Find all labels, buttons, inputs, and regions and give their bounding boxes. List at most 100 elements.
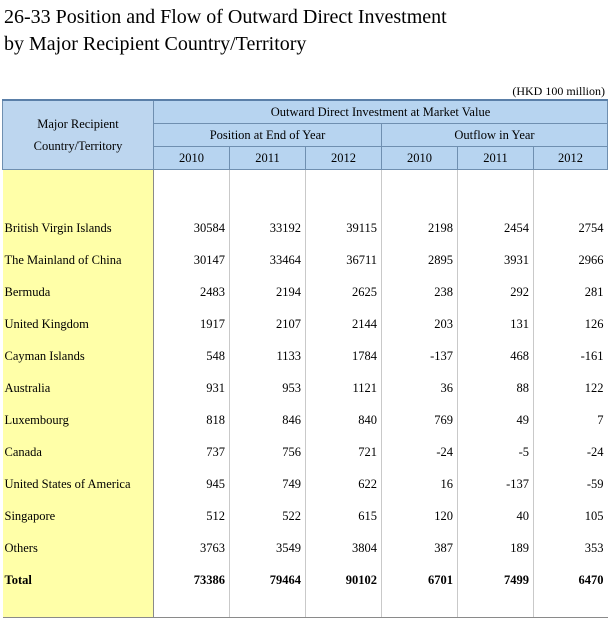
position-2010: 548 [153,340,230,372]
spacer-row [2,169,608,212]
table-row: United Kingdom 1917 2107 2144 203 131 12… [2,308,608,340]
outflow-2010: 387 [381,532,458,564]
year-header: 2010 [381,146,458,170]
outflow-2011: 189 [457,532,534,564]
position-2010: 30584 [153,212,230,244]
total-label: Total [2,564,154,596]
outflow-2010: 2895 [381,244,458,276]
outflow-2010: 36 [381,372,458,404]
outflow-2012: 353 [533,532,608,564]
outflow-2012: -24 [533,436,608,468]
position-2012: 721 [305,436,382,468]
country-name: Canada [2,436,154,468]
unit-note: (HKD 100 million) [512,84,605,98]
country-name: British Virgin Islands [2,212,154,244]
position-header: Position at End of Year [153,123,382,147]
table-row: British Virgin Islands 30584 33192 39115… [2,212,608,244]
total-position-2012: 90102 [305,564,382,596]
outflow-2011: -137 [457,468,534,500]
country-name: Others [2,532,154,564]
country-name: Singapore [2,500,154,532]
position-2012: 39115 [305,212,382,244]
outflow-2010: 2198 [381,212,458,244]
table-row: Canada 737 756 721 -24 -5 -24 [2,436,608,468]
table-row: Bermuda 2483 2194 2625 238 292 281 [2,276,608,308]
year-header: 2010 [153,146,230,170]
table-row: Cayman Islands 548 1133 1784 -137 468 -1… [2,340,608,372]
table-row: Luxembourg 818 846 840 769 49 7 [2,404,608,436]
country-name: Bermuda [2,276,154,308]
position-2011: 2107 [229,308,306,340]
outflow-2010: 203 [381,308,458,340]
total-outflow-2011: 7499 [457,564,534,596]
outflow-2012: 2966 [533,244,608,276]
outflow-2012: -59 [533,468,608,500]
position-2011: 522 [229,500,306,532]
country-name: United States of America [2,468,154,500]
outflow-2010: -137 [381,340,458,372]
position-2012: 2144 [305,308,382,340]
total-outflow-2012: 6470 [533,564,608,596]
position-2010: 818 [153,404,230,436]
table-row: Singapore 512 522 615 120 40 105 [2,500,608,532]
year-header: 2012 [305,146,382,170]
position-2011: 749 [229,468,306,500]
country-name: The Mainland of China [2,244,154,276]
outflow-2012: 105 [533,500,608,532]
row-header-line2: Country/Territory [33,139,123,153]
position-2012: 622 [305,468,382,500]
outflow-2012: 7 [533,404,608,436]
total-row: Total 73386 79464 90102 6701 7499 6470 [2,564,608,596]
outflow-2011: 49 [457,404,534,436]
position-2012: 1784 [305,340,382,372]
table-row: Australia 931 953 1121 36 88 122 [2,372,608,404]
total-position-2010: 73386 [153,564,230,596]
outflow-2010: -24 [381,436,458,468]
position-2011: 1133 [229,340,306,372]
total-position-2011: 79464 [229,564,306,596]
country-name: Luxembourg [2,404,154,436]
outflow-2010: 238 [381,276,458,308]
outflow-2011: 40 [457,500,534,532]
position-2012: 840 [305,404,382,436]
country-name: United Kingdom [2,308,154,340]
country-name: Australia [2,372,154,404]
position-2010: 512 [153,500,230,532]
outflow-header: Outflow in Year [381,123,608,147]
position-2010: 945 [153,468,230,500]
position-2012: 3804 [305,532,382,564]
outflow-2010: 16 [381,468,458,500]
outflow-2011: -5 [457,436,534,468]
position-2010: 30147 [153,244,230,276]
position-2010: 1917 [153,308,230,340]
position-2010: 3763 [153,532,230,564]
outflow-2011: 468 [457,340,534,372]
position-2011: 33192 [229,212,306,244]
bottom-filler-row [2,596,608,618]
outflow-2012: 2754 [533,212,608,244]
position-2011: 3549 [229,532,306,564]
outflow-2011: 3931 [457,244,534,276]
outflow-2010: 120 [381,500,458,532]
row-header-line1: Major Recipient [37,117,119,131]
position-2010: 931 [153,372,230,404]
position-2011: 953 [229,372,306,404]
total-outflow-2010: 6701 [381,564,458,596]
year-header: 2011 [229,146,306,170]
outflow-2011: 292 [457,276,534,308]
group-header: Outward Direct Investment at Market Valu… [153,99,608,124]
investment-table: Major Recipient Country/Territory Outwar… [2,99,608,618]
outflow-2011: 131 [457,308,534,340]
position-2012: 2625 [305,276,382,308]
year-header: 2012 [533,146,608,170]
position-2011: 33464 [229,244,306,276]
table-row: The Mainland of China 30147 33464 36711 … [2,244,608,276]
position-2011: 846 [229,404,306,436]
country-name: Cayman Islands [2,340,154,372]
position-2010: 2483 [153,276,230,308]
year-header: 2011 [457,146,534,170]
position-2011: 756 [229,436,306,468]
table-row: United States of America 945 749 622 16 … [2,468,608,500]
outflow-2012: 122 [533,372,608,404]
outflow-2012: -161 [533,340,608,372]
